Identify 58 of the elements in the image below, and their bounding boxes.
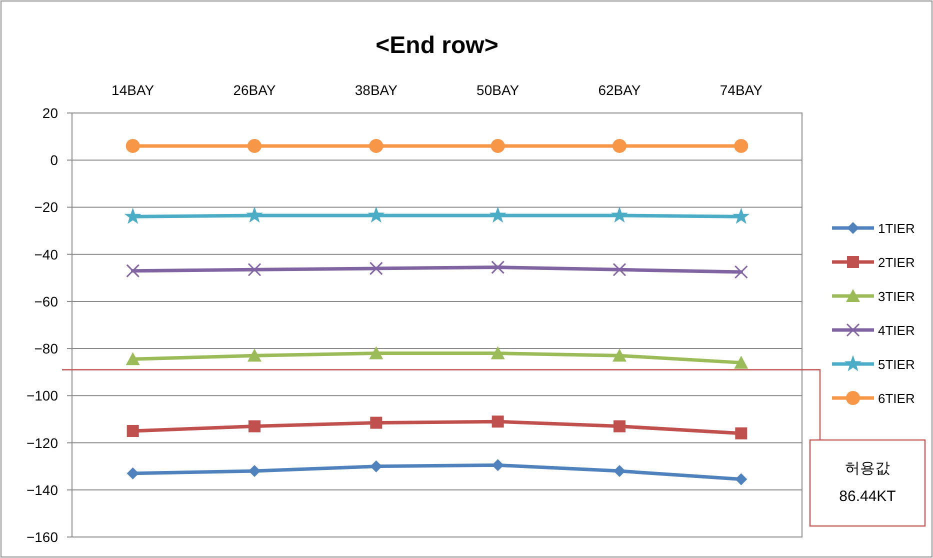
- x-tick-label: 38BAY: [354, 82, 398, 98]
- point: [370, 416, 382, 429]
- y-tick-label: −140: [26, 482, 58, 498]
- point: [126, 264, 140, 278]
- point: [248, 262, 262, 276]
- legend-label: 2TIER: [878, 255, 915, 270]
- point: [124, 208, 141, 224]
- legend-label: 6TIER: [878, 391, 915, 406]
- point: [126, 425, 139, 437]
- point: [734, 265, 748, 279]
- x-tick-label: 26BAY: [233, 82, 276, 98]
- x-tick-label: 74BAY: [720, 82, 764, 98]
- point: [246, 207, 262, 222]
- point: [248, 138, 262, 153]
- point: [612, 138, 626, 153]
- point: [369, 262, 383, 276]
- point: [614, 465, 626, 478]
- point: [734, 138, 748, 153]
- point: [490, 346, 505, 360]
- point: [490, 207, 506, 222]
- y-tick-label: 20: [42, 105, 58, 121]
- legend-label: 5TIER: [878, 357, 915, 372]
- point: [126, 467, 139, 480]
- y-tick-label: −80: [34, 340, 58, 357]
- y-tick-label: −100: [26, 388, 58, 404]
- y-tick-label: −160: [26, 529, 58, 545]
- chart-title: <End row>: [376, 32, 498, 59]
- point: [490, 138, 505, 153]
- y-tick-label: −20: [34, 199, 58, 216]
- point: [248, 465, 260, 478]
- point: [612, 207, 628, 222]
- point: [248, 348, 262, 362]
- legend-label: 3TIER: [878, 289, 915, 304]
- x-tick-label: 14BAY: [112, 82, 155, 98]
- point: [612, 348, 626, 362]
- legend-label: 4TIER: [878, 323, 915, 338]
- point: [735, 473, 748, 486]
- point: [369, 346, 384, 360]
- legend-label: 1TIER: [878, 221, 915, 236]
- point: [491, 260, 505, 274]
- y-tick-label: 0: [50, 152, 58, 168]
- point: [733, 208, 750, 224]
- point: [126, 138, 140, 153]
- y-tick-label: −40: [34, 246, 58, 262]
- point: [614, 420, 626, 432]
- x-tick-label: 62BAY: [598, 82, 642, 98]
- point: [492, 416, 504, 428]
- point: [126, 352, 140, 366]
- ref-line-label: 허용값 86.44KT: [839, 460, 896, 505]
- point: [612, 262, 626, 276]
- point: [734, 356, 748, 369]
- y-tick-label: −60: [34, 293, 58, 310]
- point: [735, 427, 748, 440]
- x-tick-label: 50BAY: [476, 82, 520, 98]
- point: [369, 138, 384, 153]
- point: [368, 207, 384, 222]
- point: [248, 420, 260, 432]
- y-tick-label: −120: [26, 434, 58, 451]
